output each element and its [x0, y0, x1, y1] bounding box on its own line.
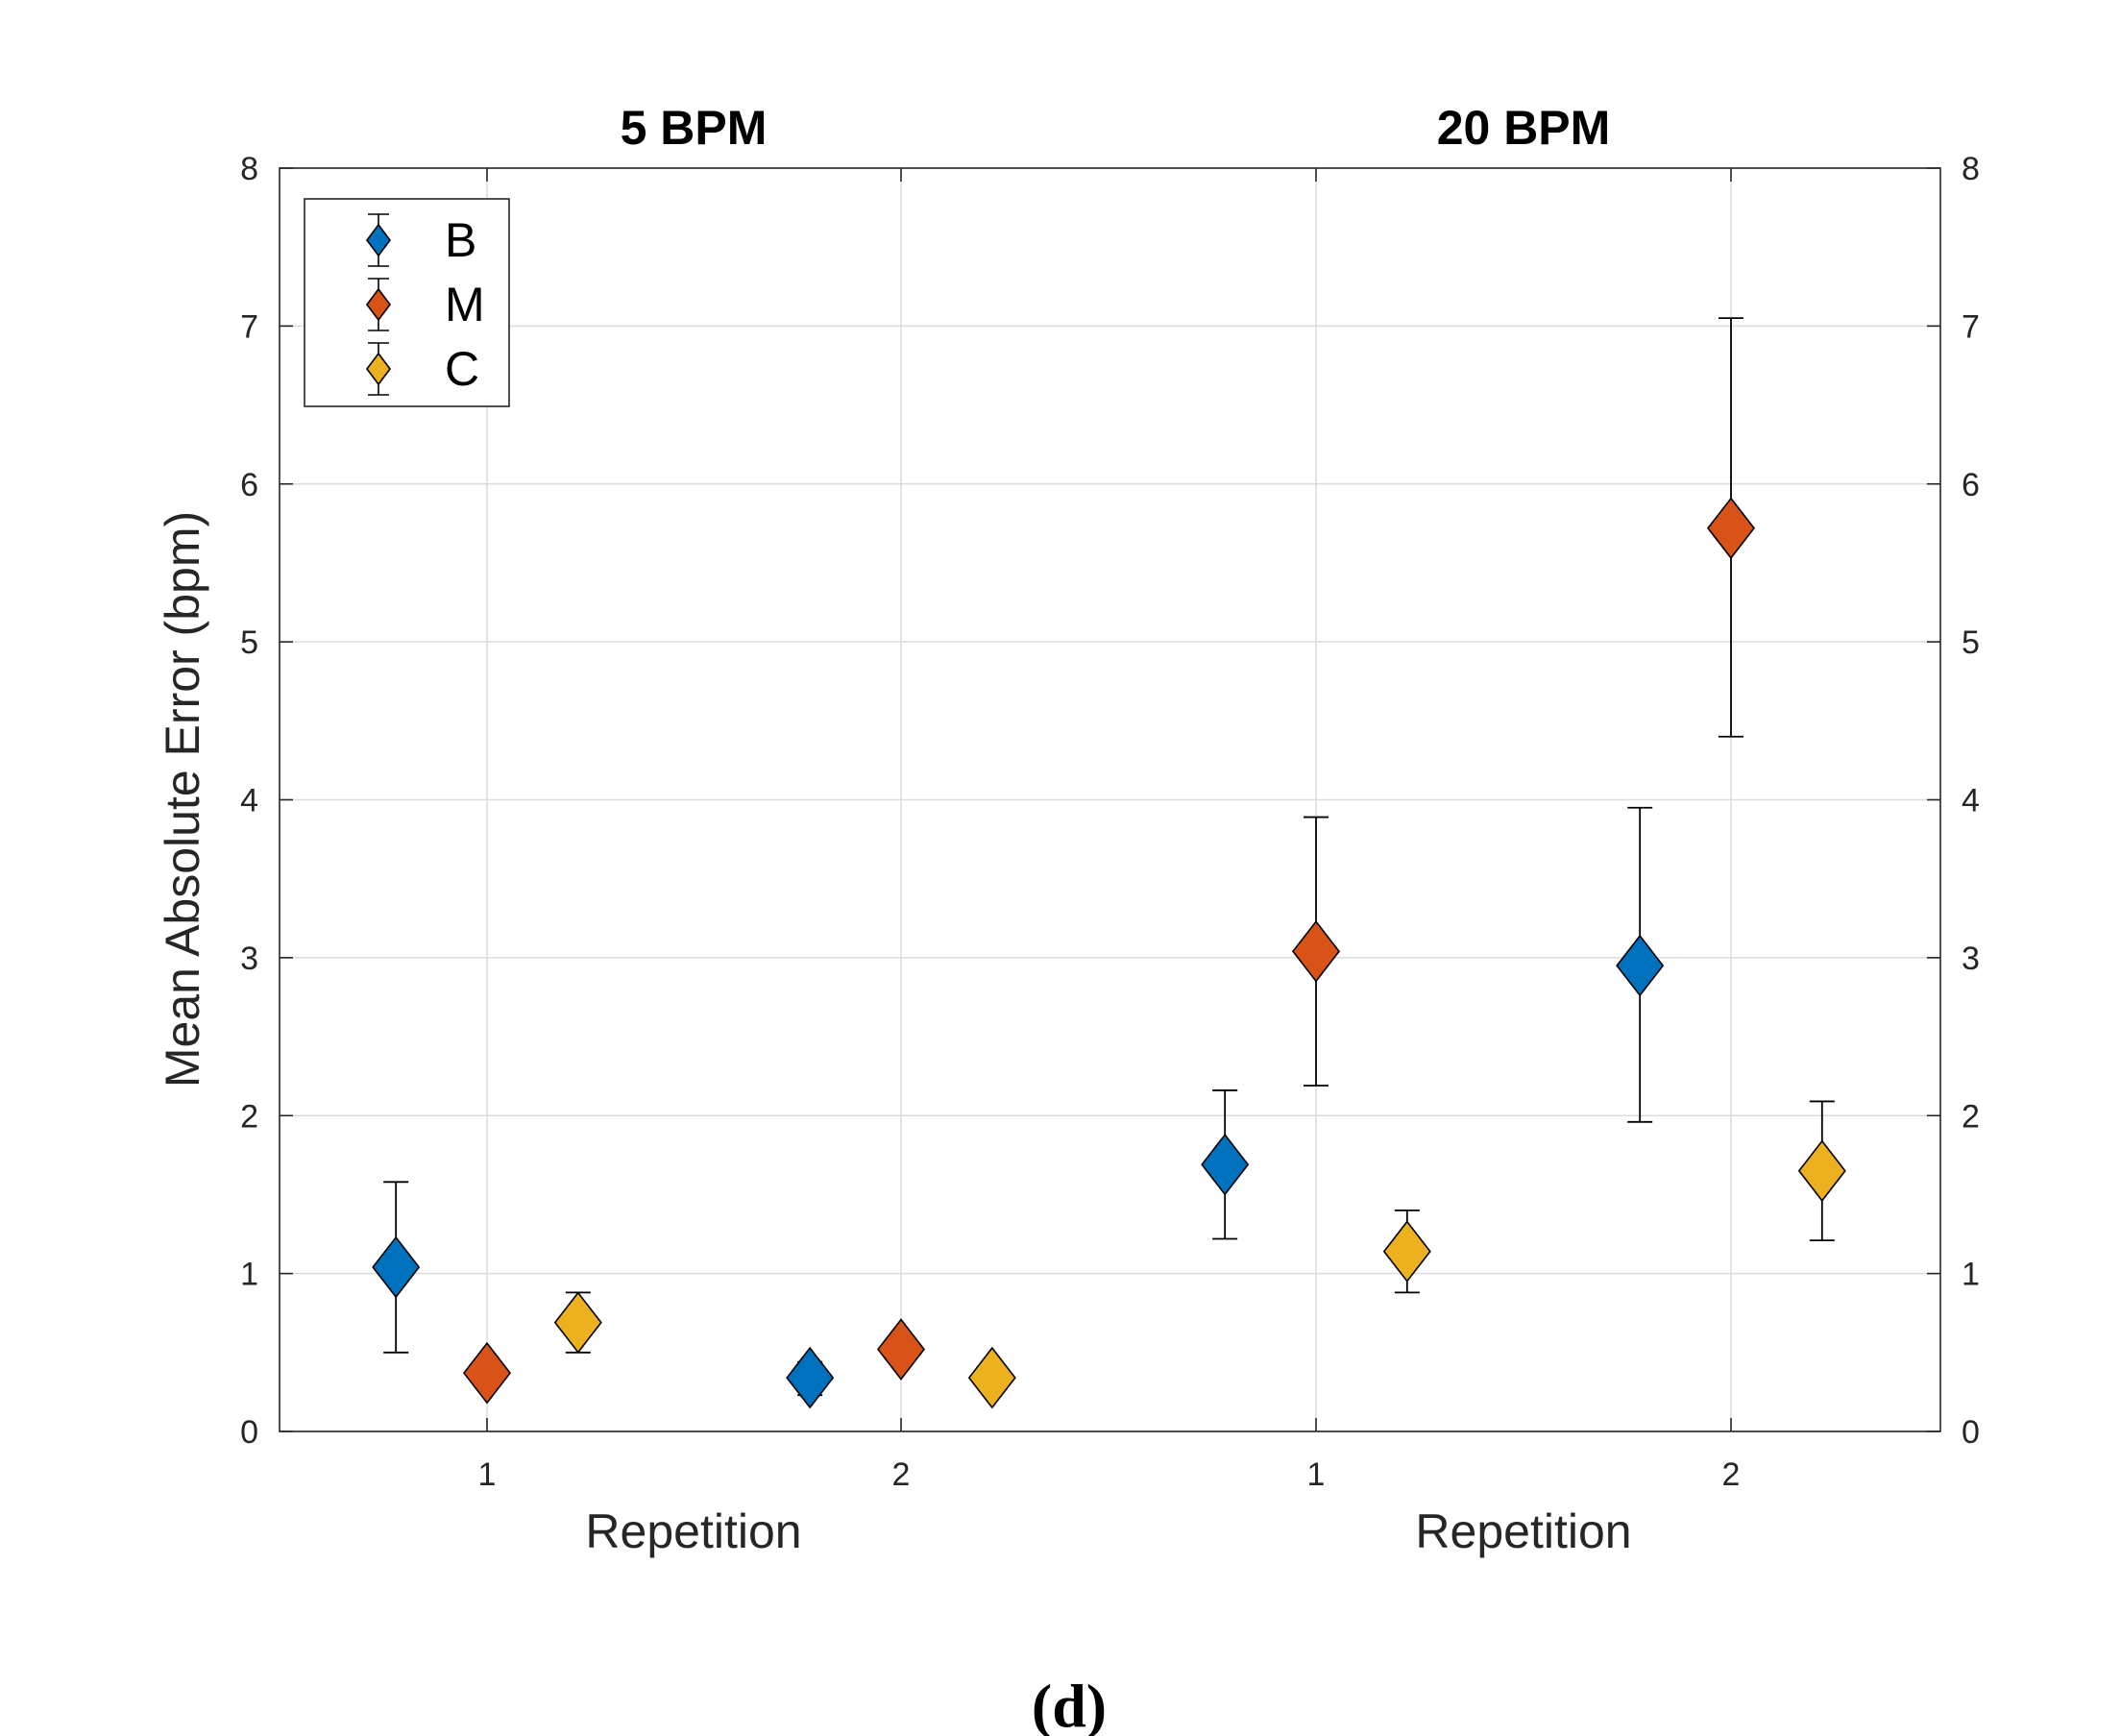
axis-ticks: 0 0 1 1 2 2 3 3 4 4 5 5 6 6 7 7 8 8 1 2 1 2: [240, 151, 1980, 1493]
y-tick-label-right: 3: [1962, 941, 1980, 977]
y-tick-label-left: 1: [240, 1257, 258, 1293]
group-title-20bpm: 20 BPM: [1437, 101, 1611, 155]
x-tick-label: 2: [892, 1456, 911, 1493]
gridlines: [280, 167, 1940, 1432]
data-point-M: [462, 1341, 512, 1405]
data-point-C: [553, 1291, 602, 1354]
y-tick-label-left: 5: [240, 624, 258, 661]
y-tick-label-left: 8: [240, 151, 258, 187]
x-tick-label: 1: [478, 1456, 497, 1493]
y-tick-label-right: 2: [1962, 1098, 1980, 1135]
legend-marker-M: [366, 287, 391, 322]
data-point-C: [1382, 1220, 1431, 1283]
y-tick-label-left: 6: [240, 467, 258, 503]
x-tick-label: 2: [1722, 1456, 1741, 1493]
y-tick-label-left: 4: [240, 783, 258, 819]
data-point-B: [786, 1346, 835, 1409]
y-tick-label-left: 0: [240, 1414, 258, 1451]
y-tick-label-right: 4: [1962, 783, 1980, 819]
x-axis-label-5bpm: Repetition: [585, 1504, 801, 1558]
legend-label-C: C: [445, 342, 479, 396]
data-marks: [372, 317, 1846, 1409]
legend-marker-B: [366, 223, 391, 257]
y-tick-label-left: 3: [240, 941, 258, 977]
y-tick-label-right: 0: [1962, 1414, 1980, 1451]
data-point-M: [1291, 919, 1341, 983]
data-point-M: [876, 1318, 926, 1381]
data-point-M: [1706, 497, 1756, 560]
y-tick-label-right: 1: [1962, 1257, 1980, 1293]
y-tick-label-right: 7: [1962, 308, 1980, 345]
y-tick-label-right: 8: [1962, 151, 1980, 187]
legend: BMC: [304, 198, 510, 407]
figure-label: (d): [1032, 1672, 1107, 1736]
data-point-B: [372, 1235, 421, 1299]
x-axis-label-20bpm: Repetition: [1415, 1504, 1631, 1558]
y-tick-label-left: 2: [240, 1098, 258, 1135]
legend-label-B: B: [445, 213, 476, 267]
x-tick-label: 1: [1307, 1456, 1326, 1493]
data-point-C: [1797, 1139, 1846, 1203]
y-tick-label-right: 6: [1962, 467, 1980, 503]
y-tick-label-right: 5: [1962, 624, 1980, 661]
y-tick-label-left: 7: [240, 308, 258, 345]
legend-label-M: M: [445, 278, 485, 331]
legend-marker-C: [366, 352, 391, 386]
group-title-5bpm: 5 BPM: [621, 101, 768, 155]
data-point-B: [1201, 1133, 1250, 1196]
data-point-C: [967, 1346, 1016, 1409]
legend-box: [304, 198, 510, 407]
y-axis-label: Mean Absolute Error (bpm): [156, 511, 209, 1088]
data-point-B: [1616, 934, 1665, 997]
